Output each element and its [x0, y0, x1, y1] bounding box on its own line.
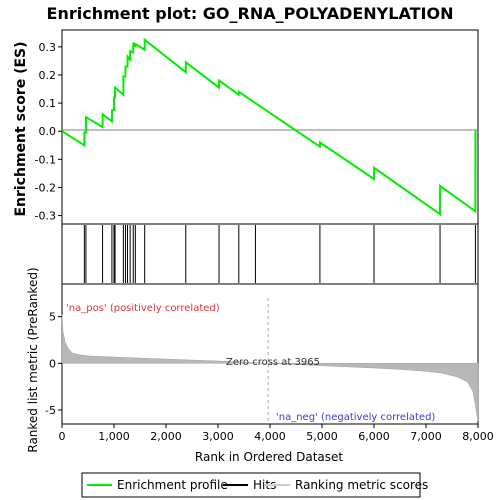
- legend: Enrichment profile Hits Ranking metric s…: [81, 472, 428, 498]
- zero-cross-annotation: Zero cross at 3965: [226, 357, 320, 368]
- metric-y-ticks: 5 0 -5: [45, 311, 62, 417]
- es-tick-label: 0.0: [39, 125, 57, 138]
- es-panel-frame: [61, 29, 479, 225]
- x-tick-label: 5,000: [306, 430, 338, 443]
- legend-enrichment-label: Enrichment profile: [117, 478, 228, 492]
- es-panel: 0.3 0.2 0.1 0.0 -0.1 -0.2 -0.3 Enrichment scor…: [13, 29, 479, 225]
- hit-markers: [83, 225, 476, 283]
- es-tick-label: 0.3: [39, 41, 57, 54]
- es-tick-label: -0.1: [35, 153, 56, 166]
- x-axis-title: Rank in Ordered Dataset: [195, 450, 343, 464]
- x-tick-label: 2,000: [150, 430, 182, 443]
- es-tick-label: 0.1: [39, 97, 57, 110]
- x-tick-label: 0: [59, 430, 66, 443]
- legend-metric-label: Ranking metric scores: [295, 478, 428, 492]
- metric-panel-frame: [61, 283, 479, 425]
- x-tick-label: 7,000: [410, 430, 442, 443]
- metric-tick-label: -5: [45, 404, 56, 417]
- metric-tick-label: 0: [49, 357, 56, 370]
- hits-panel-frame: [61, 223, 479, 285]
- es-tick-label: 0.2: [39, 69, 57, 82]
- x-tick-label: 3,000: [202, 430, 234, 443]
- metric-panel: 50-5 0 1,000 2,000 3,000 4,000 5,000 6,000 7,00…: [26, 267, 494, 452]
- metric-y-axis-title: Ranked list metric (PreRanked): [26, 267, 40, 452]
- enrichment-profile-line: [61, 37, 477, 217]
- x-tick-label: 8,000: [462, 430, 494, 443]
- legend-hits-label: Hits: [253, 478, 276, 492]
- es-tick-label: -0.2: [35, 181, 56, 194]
- es-y-ticks: 0.3 0.2 0.1 0.0 -0.1 -0.2 -0.3: [35, 41, 62, 223]
- legend-box: [81, 472, 421, 498]
- metric-tick-label: 5: [49, 311, 56, 324]
- x-tick-label: 6,000: [358, 430, 390, 443]
- chart-title: Enrichment plot: GO_RNA_POLYADENYLATION: [47, 4, 454, 23]
- na-neg-annotation: 'na_neg' (negatively correlated): [276, 412, 435, 423]
- x-tick-label: 4,000: [254, 430, 286, 443]
- es-y-axis-title: Enrichment score (ES): [13, 41, 29, 216]
- hits-panel: [61, 223, 479, 285]
- x-tick-label: 1,000: [98, 430, 130, 443]
- es-tick-label: -0.3: [35, 210, 56, 223]
- x-axis-ticks: 0 1,000 2,000 3,000 4,000 5,000 6,000 7,000 8,00…: [59, 424, 494, 443]
- ranking-metric-area: [61, 314, 479, 422]
- na-pos-annotation: 'na_pos' (positively correlated): [66, 303, 220, 314]
